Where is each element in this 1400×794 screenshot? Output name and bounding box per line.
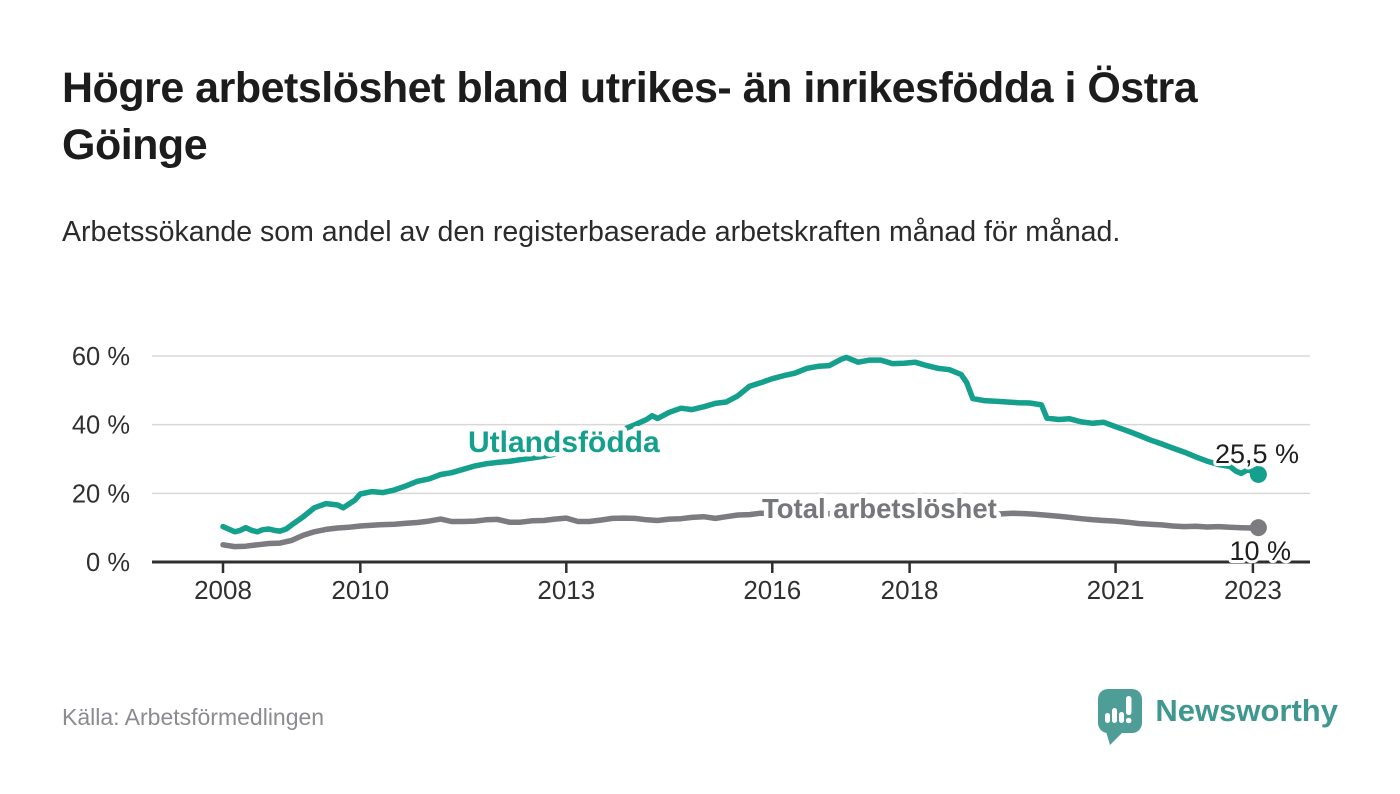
- speech-bubble-tail: [1105, 728, 1124, 745]
- series-line-total-arbetsl-shet: [220, 510, 1262, 550]
- series-line-utlandsf-dda: [220, 354, 1262, 535]
- source-note: Källa: Arbetsförmedlingen: [62, 704, 325, 730]
- end-value-label-utlandsf-dda: 25,5 %: [1215, 439, 1299, 469]
- series-label-utlandsf-dda: Utlandsfödda: [468, 426, 660, 459]
- series-label-total-arbetsl-shet: Total arbetslöshet: [762, 493, 997, 524]
- y-axis-label-40: 40 %: [72, 412, 130, 440]
- y-axis-label-0: 0 %: [86, 549, 130, 577]
- exclamation-dot: [1126, 717, 1132, 724]
- end-dot-total-arbetsl-shet: [1249, 519, 1267, 537]
- newsworthy-wordmark: Newsworthy: [1155, 693, 1338, 728]
- x-axis-label-2008: 2008: [194, 575, 252, 605]
- x-axis-label-2018: 2018: [881, 575, 939, 605]
- speech-bubble-shape: [1098, 689, 1143, 733]
- x-axis-label-2021: 2021: [1087, 575, 1145, 605]
- bar-1: [1105, 713, 1111, 723]
- end-value-label-total-arbetsl-shet: 10 %: [1229, 536, 1291, 566]
- x-axis-label-2023: 2023: [1224, 575, 1282, 605]
- x-axis-label-2013: 2013: [537, 575, 595, 605]
- x-axis-label-2010: 2010: [331, 575, 389, 605]
- end-dot-utlandsf-dda: [1249, 465, 1267, 483]
- exclamation-bar: [1126, 696, 1132, 715]
- x-axis-label-2016: 2016: [743, 575, 801, 605]
- bar-3: [1119, 712, 1125, 723]
- newsworthy-logo: Newsworthy: [1097, 688, 1338, 746]
- y-axis-label-60: 60 %: [72, 343, 130, 371]
- y-axis-label-20: 20 %: [72, 480, 130, 508]
- bar-chart-speech-bubble-icon: [1098, 689, 1143, 745]
- page-title: Högre arbetslöshet bland utrikes- än inr…: [62, 64, 1198, 169]
- page-subtitle: Arbetssökande som andel av den registerb…: [62, 216, 1121, 248]
- bar-2: [1112, 708, 1118, 723]
